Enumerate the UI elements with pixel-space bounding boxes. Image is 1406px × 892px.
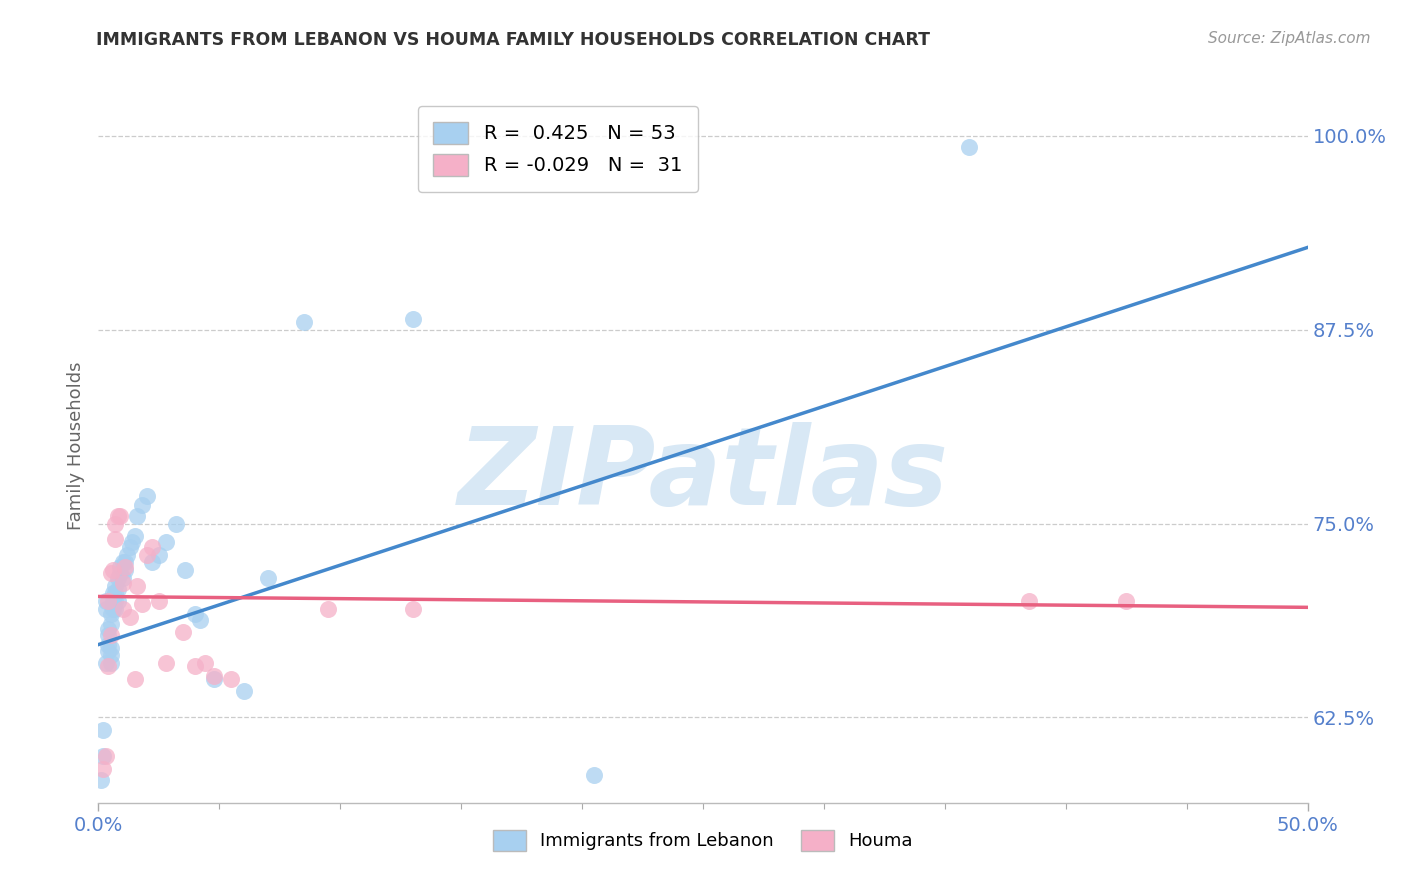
Point [131, 498, 153, 512]
Point [100, 648, 122, 663]
Point [402, 311, 425, 326]
Point [118, 540, 141, 554]
Point [114, 560, 136, 574]
Y-axis label: Family Households: Family Households [66, 362, 84, 530]
Point [117, 548, 139, 562]
Point [114, 555, 136, 569]
Point [101, 594, 124, 608]
Point [94, 656, 117, 670]
Point [188, 613, 211, 627]
Point [97, 659, 120, 673]
Point [101, 586, 124, 600]
Point [111, 602, 134, 616]
Point [148, 548, 170, 562]
Point [107, 582, 129, 596]
Point [91, 723, 114, 737]
Point [174, 563, 197, 577]
Point [194, 656, 217, 670]
Point [94, 602, 117, 616]
Point [316, 602, 339, 616]
Point [141, 555, 163, 569]
Point [118, 609, 141, 624]
Point [90, 772, 112, 787]
Point [91, 749, 114, 764]
Point [104, 532, 127, 546]
Point [111, 555, 134, 569]
Point [100, 640, 122, 655]
Point [1018, 594, 1040, 608]
Point [108, 508, 131, 523]
Text: ZIPatlas: ZIPatlas [457, 422, 949, 527]
Point [124, 529, 146, 543]
Point [114, 563, 136, 577]
Point [107, 508, 129, 523]
Point [221, 672, 243, 686]
Point [957, 139, 980, 153]
Point [127, 579, 149, 593]
Point [100, 628, 122, 642]
Point [165, 516, 187, 531]
Point [111, 571, 134, 585]
Point [100, 607, 122, 621]
Point [121, 535, 143, 549]
Point [135, 489, 157, 503]
Point [204, 672, 226, 686]
Point [101, 597, 124, 611]
Point [100, 617, 122, 632]
Point [97, 644, 120, 658]
Point [101, 602, 124, 616]
Point [100, 656, 122, 670]
Point [583, 768, 606, 782]
Point [101, 563, 124, 577]
Point [141, 540, 163, 554]
Text: IMMIGRANTS FROM LEBANON VS HOUMA FAMILY HOUSEHOLDS CORRELATION CHART: IMMIGRANTS FROM LEBANON VS HOUMA FAMILY … [96, 31, 929, 49]
Point [292, 315, 315, 329]
Point [91, 762, 114, 776]
Point [172, 625, 194, 640]
Point [94, 594, 117, 608]
Point [97, 594, 120, 608]
Point [104, 602, 127, 616]
Point [97, 622, 120, 636]
Point [135, 548, 157, 562]
Legend: Immigrants from Lebanon, Houma: Immigrants from Lebanon, Houma [479, 815, 927, 865]
Point [94, 749, 117, 764]
Point [104, 579, 127, 593]
Point [107, 594, 129, 608]
Point [124, 672, 146, 686]
Point [108, 560, 131, 574]
Point [204, 668, 226, 682]
Point [1115, 594, 1137, 608]
Point [232, 684, 254, 698]
Point [131, 597, 153, 611]
Point [111, 575, 134, 590]
Point [97, 638, 120, 652]
Point [402, 602, 425, 616]
Point [100, 566, 122, 581]
Point [184, 607, 207, 621]
Point [107, 571, 129, 585]
Point [104, 586, 127, 600]
Point [155, 535, 177, 549]
Point [108, 566, 131, 581]
Point [184, 659, 207, 673]
Point [104, 516, 127, 531]
Point [256, 571, 278, 585]
Text: Source: ZipAtlas.com: Source: ZipAtlas.com [1208, 31, 1371, 46]
Point [155, 656, 177, 670]
Point [97, 628, 120, 642]
Point [148, 594, 170, 608]
Point [127, 508, 149, 523]
Point [104, 594, 127, 608]
